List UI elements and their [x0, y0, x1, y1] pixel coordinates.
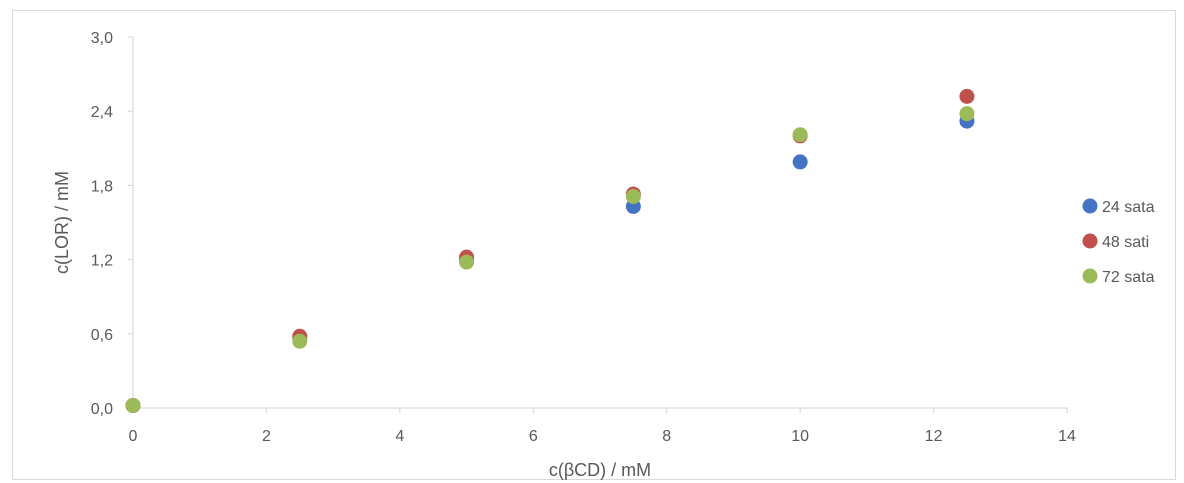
y-tick-label: 1,2 — [91, 253, 113, 270]
x-tick-label: 2 — [262, 428, 271, 445]
data-point — [959, 88, 975, 104]
data-point — [792, 127, 808, 143]
legend-marker — [1082, 268, 1098, 284]
legend-marker — [1082, 233, 1098, 249]
y-tick-label: 0,0 — [91, 401, 113, 418]
legend-item: 48 sati — [1082, 233, 1149, 251]
legend-label: 48 sati — [1102, 234, 1149, 251]
data-point — [625, 189, 641, 205]
x-tick-label: 12 — [925, 428, 943, 445]
axes — [132, 37, 1067, 409]
y-tick-labels: 0,0 0,6 1,2 1,8 2,4 3,0 — [91, 30, 133, 418]
legend-label: 24 sata — [1102, 199, 1155, 216]
x-tick-label: 8 — [662, 428, 671, 445]
legend-item: 72 sata — [1082, 268, 1155, 286]
data-point — [792, 154, 808, 170]
y-tick-label: 3,0 — [91, 30, 113, 47]
y-tick-label: 0,6 — [91, 327, 113, 344]
legend-marker — [1082, 198, 1098, 214]
series-2 — [125, 88, 975, 414]
x-axis-title: c(βCD) / mM — [549, 460, 651, 480]
series-1 — [125, 113, 975, 414]
x-tick-label: 14 — [1058, 428, 1076, 445]
x-tick-label: 4 — [395, 428, 404, 445]
legend-label: 72 sata — [1102, 269, 1155, 286]
y-tick-label: 2,4 — [91, 104, 113, 121]
data-point — [459, 254, 475, 270]
data-point — [125, 398, 141, 414]
y-axis-title: c(LOR) / mM — [52, 171, 72, 274]
data-point — [959, 106, 975, 122]
series-3 — [125, 106, 975, 414]
data-point — [292, 333, 308, 349]
x-tick-label: 0 — [129, 428, 138, 445]
y-tick-label: 1,8 — [91, 178, 113, 195]
chart-area — [12, 10, 1176, 480]
x-tick-label: 10 — [791, 428, 809, 445]
legend-item: 24 sata — [1082, 198, 1155, 216]
data-points — [125, 88, 975, 414]
x-tick-label: 6 — [529, 428, 538, 445]
legend: 24 sata 48 sati 72 sata — [1082, 198, 1155, 286]
x-tick-labels: 0 2 4 6 8 10 12 14 — [129, 408, 1076, 445]
